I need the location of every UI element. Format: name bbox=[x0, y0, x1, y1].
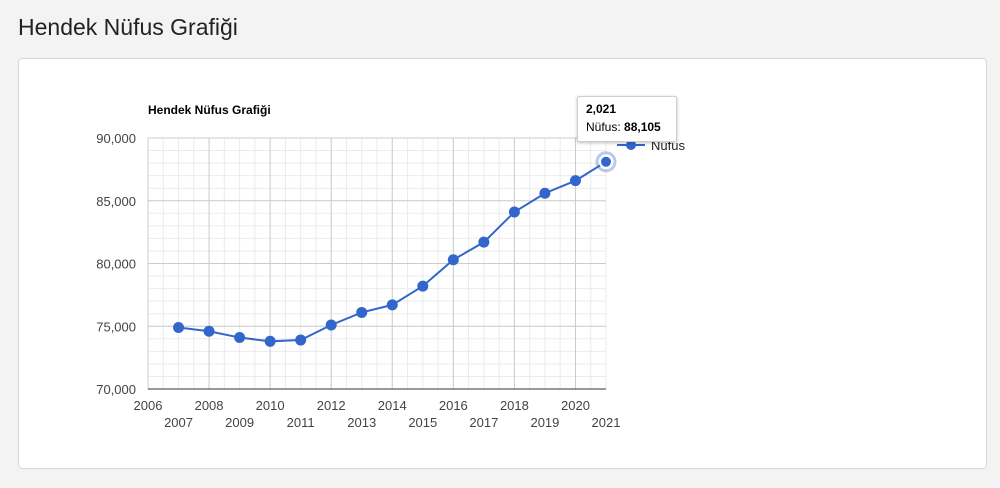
x-tick-label: 2021 bbox=[592, 415, 621, 430]
data-point bbox=[447, 254, 459, 266]
data-point-highlight-ring bbox=[595, 151, 617, 173]
data-point bbox=[203, 325, 215, 337]
x-tick-label: 2006 bbox=[134, 398, 163, 413]
data-point bbox=[173, 322, 185, 334]
x-tick-label: 2016 bbox=[439, 398, 468, 413]
x-tick-label: 2019 bbox=[530, 415, 559, 430]
x-tick-label: 2015 bbox=[408, 415, 437, 430]
x-tick-label: 2011 bbox=[287, 415, 315, 430]
data-point bbox=[234, 332, 246, 344]
data-point bbox=[599, 154, 613, 169]
y-tick-label: 80,000 bbox=[96, 257, 136, 272]
x-tick-label: 2014 bbox=[378, 398, 407, 413]
x-tick-label: 2010 bbox=[256, 398, 285, 413]
y-tick-label: 70,000 bbox=[96, 382, 136, 397]
x-tick-label: 2009 bbox=[225, 415, 254, 430]
x-tick-label: 2013 bbox=[347, 415, 376, 430]
data-point bbox=[264, 335, 276, 347]
data-point bbox=[295, 334, 307, 346]
data-tooltip: 2,021 Nüfus: 88,105 bbox=[577, 96, 677, 142]
data-point bbox=[478, 236, 490, 248]
data-point bbox=[569, 175, 581, 187]
x-tick-label: 2007 bbox=[164, 415, 193, 430]
x-tick-label: 2017 bbox=[469, 415, 498, 430]
x-tick-label: 2018 bbox=[500, 398, 529, 413]
chart-title: Hendek Nüfus Grafiği bbox=[148, 103, 271, 117]
data-point bbox=[539, 187, 551, 199]
data-point bbox=[356, 306, 368, 318]
y-tick-label: 85,000 bbox=[96, 194, 136, 209]
x-tick-label: 2020 bbox=[561, 398, 590, 413]
y-tick-label: 75,000 bbox=[96, 319, 136, 334]
data-point bbox=[386, 299, 398, 311]
data-point bbox=[417, 280, 429, 292]
page-title: Hendek Nüfus Grafiği bbox=[18, 14, 238, 40]
tooltip-label: Nüfus: bbox=[586, 120, 621, 134]
y-tick-label: 90,000 bbox=[96, 131, 136, 146]
tooltip-value: 88,105 bbox=[624, 120, 661, 134]
tooltip-title: 2,021 bbox=[586, 102, 617, 116]
legend-marker bbox=[626, 140, 636, 150]
x-tick-label: 2012 bbox=[317, 398, 346, 413]
x-tick-label: 2008 bbox=[195, 398, 224, 413]
data-point bbox=[508, 206, 520, 218]
data-point bbox=[325, 319, 337, 331]
